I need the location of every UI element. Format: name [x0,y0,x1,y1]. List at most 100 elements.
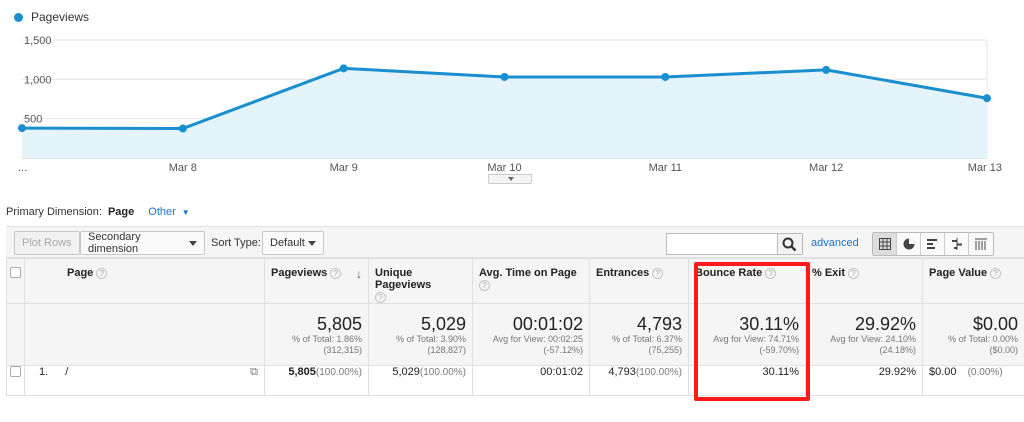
data-point [661,72,670,81]
row-entrances: 4,793(100.00%) [589,365,689,396]
total-sub: % of Total: 0.00% [948,334,1018,344]
help-icon[interactable]: ? [848,267,860,279]
row-pageviews-value: 5,805 [288,366,316,378]
x-tick-label: Mar 9 [330,162,358,174]
col-header-pageviews[interactable]: Pageviews? ↓ [264,258,369,304]
table-search-input[interactable] [666,233,778,255]
pivot-icon [975,238,987,250]
total-sub: % of Total: 3.90% [396,334,466,344]
performance-view-button[interactable] [921,233,945,255]
total-sub: % of Total: 1.86% [292,334,362,344]
total-value: 30.11% [739,314,799,334]
help-icon[interactable]: ? [990,267,1002,279]
row-pageviews-pct: (100.00%) [315,367,362,378]
total-avg-time: 00:01:02 Avg for View: 00:02:25 (-57.12%… [472,303,590,366]
row-avg-time: 00:01:02 [472,365,590,396]
col-header-bounce-rate-label: Bounce Rate [695,267,763,279]
search-button[interactable] [777,233,803,255]
help-icon[interactable]: ? [330,267,342,279]
total-sub: (312,315) [323,345,362,355]
col-header-entrances[interactable]: Entrances? [589,258,689,304]
total-sub: (-57.12%) [543,345,583,355]
data-point [18,124,26,133]
chart-collapse-handle[interactable] [488,174,532,184]
help-icon[interactable]: ? [479,279,490,291]
row-unique-pageviews-value: 5,029 [392,366,420,378]
total-bounce-rate: 30.11% Avg for View: 74.71% (-59.70%) [688,303,806,366]
total-value: 00:01:02 [512,314,583,334]
col-header-page[interactable]: Page? [24,258,265,304]
col-header-avg-time-label: Avg. Time on Page [479,267,577,279]
col-header-unique-pageviews[interactable]: Unique Pageviews? [368,258,473,304]
row-page-link[interactable]: / [65,366,69,378]
help-icon[interactable]: ? [652,267,664,279]
other-caret-icon[interactable]: ▼ [181,207,190,217]
pivot-view-button[interactable] [969,233,993,255]
col-header-avg-time[interactable]: Avg. Time on Page? [472,258,590,304]
table-header-row: Page? Pageviews? ↓ Unique Pageviews? Avg… [6,258,1024,304]
col-header-unique-pageviews-label: Unique Pageviews [375,267,432,291]
row-page-value-value: $0.00 [929,366,957,378]
secondary-dimension-select[interactable]: Secondary dimension [80,231,205,255]
table-toolbar: Plot Rows Secondary dimension Sort Type:… [6,226,1024,258]
row-page-value: $0.00 (0.00%) [922,365,1024,396]
help-icon[interactable]: ? [96,267,108,279]
total-page-value: $0.00 % of Total: 0.00% ($0.00) [922,303,1024,366]
dimension-other[interactable]: Other [148,206,176,218]
col-header-page-value[interactable]: Page Value? [922,258,1024,304]
grid-icon [878,238,891,250]
row-bounce-rate: 30.11% [688,365,806,396]
sort-descending-icon[interactable]: ↓ [356,267,362,281]
data-point [178,124,187,133]
col-header-pageviews-label: Pageviews [271,267,328,279]
col-header-entrances-label: Entrances [596,267,650,279]
x-tick-label: Mar 13 [968,162,1002,174]
table-row: 1. / ⧉ 5,805(100.00%) 5,029(100.00%) 00:… [6,365,1024,396]
view-switcher [872,232,994,256]
select-all-cell [6,258,25,304]
advanced-filter-link[interactable]: advanced [811,237,859,249]
total-sub: % of Total: 6.37% [612,334,682,344]
row-checkbox[interactable] [10,366,21,377]
col-header-bounce-rate[interactable]: Bounce Rate? [688,258,806,304]
col-header-exit[interactable]: % Exit? [805,258,923,304]
y-tick-label: 1,000 [24,74,52,86]
legend-label: Pageviews [31,10,90,24]
x-tick-label: Mar 11 [649,162,682,174]
sort-type-label: Sort Type: [211,237,261,249]
table-view-button[interactable] [873,233,897,255]
x-tick-label: Mar 10 [487,162,521,174]
row-check-cell [6,365,25,396]
x-tick-label: Mar 8 [169,162,197,174]
row-exit: 29.92% [805,365,923,396]
help-icon[interactable]: ? [765,267,777,279]
row-entrances-pct: (100.00%) [635,367,682,378]
bar-chart-icon [926,239,937,249]
primary-dimension-label: Primary Dimension: [6,206,102,218]
chart-legend[interactable]: Pageviews [14,10,89,24]
total-unique-pageviews: 5,029 % of Total: 3.90% (128,827) [368,303,473,366]
total-sub: (128,827) [427,345,466,355]
total-value: 29.92% [854,314,916,334]
plot-rows-button[interactable]: Plot Rows [14,231,80,255]
chevron-down-icon [308,240,316,246]
totals-check-cell [6,303,25,366]
comparison-view-button[interactable] [945,233,969,255]
total-value: 4,793 [636,314,682,334]
dimension-page[interactable]: Page [107,206,135,218]
total-sub: (24.18%) [879,345,916,355]
total-sub: Avg for View: 74.71% [713,334,799,344]
help-icon[interactable]: ? [375,291,386,303]
totals-page-cell [24,303,265,366]
pie-view-button[interactable] [897,233,921,255]
sort-type-value: Default [270,237,305,249]
report-table: Page? Pageviews? ↓ Unique Pageviews? Avg… [6,258,1024,396]
col-header-page-value-label: Page Value [929,267,988,279]
open-page-icon[interactable]: ⧉ [250,366,258,378]
total-value: $0.00 [972,314,1018,334]
row-page-value-pct: (0.00%) [967,367,1003,378]
data-point [500,72,509,81]
select-all-checkbox[interactable] [10,267,21,278]
sort-type-select[interactable]: Default [262,231,324,255]
collapse-arrow-icon [508,177,514,181]
